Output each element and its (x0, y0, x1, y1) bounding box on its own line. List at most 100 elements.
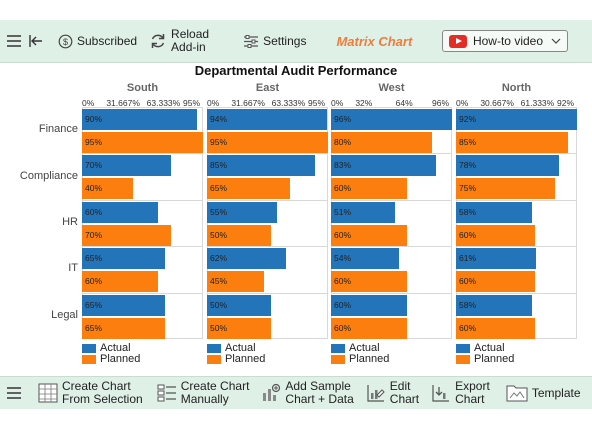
add-sample-button[interactable]: Add Sample Chart + Data (261, 380, 354, 406)
bar-actual: 51% (331, 201, 396, 223)
legend-swatch-actual (331, 343, 345, 353)
bar-actual: 62% (207, 248, 286, 270)
bar-actual: 60% (82, 201, 159, 223)
gridline (456, 292, 577, 294)
bar-data-label: 96% (334, 114, 352, 124)
bar-data-label: 70% (85, 160, 103, 171)
bar-data-label: 62% (210, 253, 228, 264)
bar-planned: 95% (82, 132, 203, 153)
legend-label-actual: Actual (100, 342, 131, 354)
howto-video-dropdown[interactable]: How-to video (441, 30, 568, 52)
bar-data-label: 95% (210, 137, 228, 147)
bar-planned: 60% (331, 317, 407, 339)
bar-data-label: 58% (459, 299, 477, 310)
category-label-it: IT (68, 262, 78, 275)
back-icon[interactable] (28, 34, 44, 48)
bar-planned: 50% (207, 317, 271, 339)
bar-data-label: 75% (459, 183, 477, 194)
bar-planned: 40% (82, 178, 133, 200)
category-label-finance: Finance (38, 123, 78, 136)
bar-data-label: 61% (459, 253, 477, 264)
bar-data-label: 85% (459, 137, 477, 147)
legend-planned: Planned (331, 353, 389, 365)
create-man-line1: Create Chart (180, 379, 250, 393)
legend-swatch-planned (82, 354, 96, 364)
bar-data-label: 70% (85, 229, 103, 240)
edit-chart-button[interactable]: Edit Chart (366, 380, 419, 406)
edit-line2: Chart (389, 392, 420, 406)
bar-planned: 60% (82, 271, 159, 293)
reload-icon (149, 32, 167, 50)
menu-icon[interactable] (6, 34, 22, 48)
bar-data-label: 78% (459, 160, 477, 171)
bar-data-label: 60% (334, 183, 352, 194)
tick-label-west: 64% (395, 98, 413, 108)
settings-button[interactable]: Settings (243, 34, 306, 49)
export-icon (431, 383, 451, 403)
export-chart-button[interactable]: Export Chart (431, 380, 490, 406)
bar-planned: 50% (207, 224, 271, 246)
bar-actual: 90% (82, 109, 197, 130)
legend-actual: Actual (331, 342, 380, 354)
gridline (207, 246, 328, 248)
legend-planned: Planned (207, 353, 265, 365)
bar-planned: 60% (331, 271, 407, 293)
gridline (331, 153, 452, 155)
bar-data-label: 60% (334, 229, 352, 240)
sliders-icon (243, 34, 259, 49)
form-icon (157, 383, 177, 403)
bar-actual: 60% (331, 294, 407, 316)
bar-planned: 75% (456, 178, 555, 200)
bar-planned: 65% (82, 317, 165, 339)
tick-label-north: 61.333% (520, 98, 555, 108)
bar-actual: 58% (456, 201, 533, 223)
legend-actual: Actual (82, 342, 131, 354)
bar-data-label: 50% (210, 229, 228, 240)
bar-data-label: 60% (334, 299, 352, 310)
gridline (82, 246, 203, 248)
bar-actual: 65% (82, 248, 165, 270)
legend-label-actual: Actual (349, 342, 380, 354)
gridline (331, 292, 452, 294)
bar-data-label: 54% (334, 253, 352, 264)
tick-label-south: 31.667% (106, 98, 140, 108)
tick-label-north: 30.667% (480, 98, 514, 108)
bottom-toolbar: Create Chart From Selection Create Chart… (0, 376, 592, 409)
template-button[interactable]: Template (506, 383, 581, 403)
brand-title: Matrix Chart (336, 33, 413, 49)
bar-data-label: 55% (210, 206, 228, 217)
tick-label-north: 0% (456, 98, 469, 108)
bar-actual: 70% (82, 155, 172, 177)
legend-swatch-actual (456, 343, 470, 353)
legend-label-planned: Planned (474, 353, 515, 365)
bar-actual: 94% (207, 109, 327, 130)
menu-icon[interactable] (6, 386, 22, 400)
create-manually-button[interactable]: Create Chart Manually (157, 379, 250, 406)
tick-label-east: 95% (308, 98, 326, 108)
bar-data-label: 60% (459, 276, 477, 287)
tick-label-west: 96% (432, 98, 450, 108)
bar-data-label: 65% (85, 299, 103, 310)
legend-label-planned: Planned (349, 353, 390, 365)
bar-data-label: 50% (210, 322, 228, 333)
bar-data-label: 60% (459, 322, 477, 333)
legend-planned: Planned (456, 353, 514, 365)
gridline (82, 199, 203, 201)
bar-planned: 85% (456, 132, 568, 153)
bar-actual: 65% (82, 294, 165, 316)
bar-planned: 60% (456, 317, 535, 339)
reload-addin-button[interactable]: Reload Add-in (149, 28, 209, 54)
dollar-circle-icon: $ (58, 34, 73, 49)
create-from-selection-button[interactable]: Create Chart From Selection (38, 380, 143, 406)
bar-actual: 85% (207, 155, 316, 177)
subscribed-label: Subscribed (77, 34, 138, 48)
legend-actual: Actual (456, 342, 505, 354)
legend-label-planned: Planned (225, 353, 266, 365)
settings-label: Settings (263, 34, 307, 48)
subscribed-button[interactable]: $ Subscribed (58, 34, 137, 49)
howto-label: How-to video (472, 34, 543, 48)
bar-planned: 80% (331, 132, 432, 153)
gridline (82, 292, 203, 294)
tick-label-south: 95% (183, 98, 201, 108)
add-sample-line2: Chart + Data (285, 392, 354, 406)
